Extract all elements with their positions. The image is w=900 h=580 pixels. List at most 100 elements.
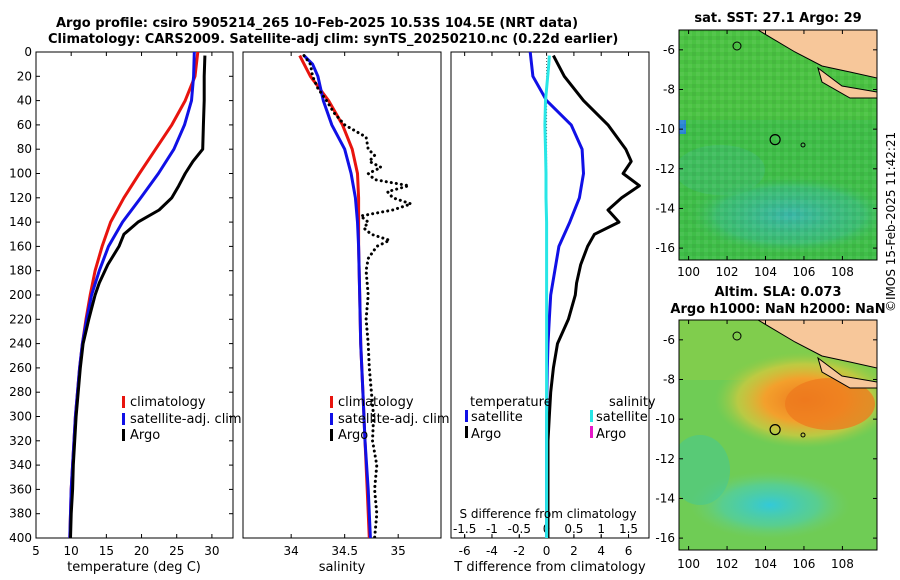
legend-swatch-climatology [122,396,125,408]
map-ytick-label: -12 [655,162,675,176]
sla-map-title: Altim. SLA: 0.073 [715,285,842,300]
legend-label-argo: Argo [130,428,160,443]
salinity-legend: climatology satellite-adj. clim Argo [330,395,450,443]
ytick-label: 300 [9,410,32,424]
top-tick-label: 1 [597,522,605,536]
figure-title-line2: Climatology: CARS2009. Satellite-adj cli… [48,32,619,47]
legend-label-s-argo: Argo [596,427,626,442]
legend-heading-salinity: salinity [609,395,656,410]
difference-xlabel: T difference from climatology [453,560,646,575]
figure-title-line1: Argo profile: csiro 5905214_265 10-Feb-2… [56,16,579,31]
land-java-2 [817,356,877,389]
map-xtick-label: 104 [754,557,777,571]
ytick-label: 380 [9,507,32,521]
ytick-label: 240 [9,337,32,351]
xtick-label: 5 [32,544,40,558]
map-xtick-label: 102 [716,557,739,571]
ytick-label: 340 [9,458,32,472]
ytick-label: 0 [24,45,32,59]
top-tick-label: 0.5 [564,522,583,536]
temperature-ticks: 0 20 40 60 80 100 120 140 160 180 200 220 240 260 280 3… [9,45,233,558]
legend-label-argo: Argo [338,428,368,443]
legend-swatch-satellite [122,413,125,425]
ytick-label: 180 [9,264,32,278]
legend-label-satellite: satellite-adj. clim [338,412,450,427]
ytick-label: 80 [17,142,32,156]
series-line-satellite-adj-clim [302,54,372,538]
map-xtick-label: 104 [754,265,777,279]
land-java [817,66,877,99]
map-xtick-label: 106 [792,265,815,279]
legend-label-t-satellite: satellite [471,410,523,425]
series-line-argo [69,55,207,538]
sst-map: 100 102 104 106 108 -6 -8 -10 -12 -14 -16 [655,29,878,279]
series-line-temperature-argo [546,54,641,538]
ytick-label: 260 [9,361,32,375]
sla-map-ticks: 100 102 104 106 108 -6 -8 -10 -12 -14 -16 [655,320,877,571]
legend-label-climatology: climatology [338,395,414,410]
legend-swatch-climatology [330,396,333,408]
xtick-label: -2 [513,544,525,558]
ytick-label: 280 [9,385,32,399]
map-xtick-label: 100 [677,265,700,279]
xtick-label: 35 [391,544,406,558]
sst-map-title: sat. SST: 27.1 Argo: 29 [694,11,861,26]
map-xtick-label: 108 [831,557,854,571]
legend-swatch-t-satellite [465,410,468,422]
difference-series [528,52,641,538]
legend-swatch-satellite [330,413,333,425]
ytick-label: 100 [9,167,32,181]
land-sumatra-java-2 [757,320,877,369]
top-tick-label: -1.5 [453,522,476,536]
ytick-label: 400 [9,531,32,545]
xtick-label: 0 [543,544,551,558]
top-tick-label: 1.5 [619,522,638,536]
temperature-legend: climatology satellite-adj. clim Argo [122,395,242,443]
map-xtick-label: 106 [792,557,815,571]
temperature-panel: 0 20 40 60 80 100 120 140 160 180 200 220 240 260 280 3… [9,45,234,558]
ytick-label: 160 [9,239,32,253]
sla-map-subtitle: Argo h1000: NaN h2000: NaN [670,302,885,317]
map-ytick-label: -10 [655,412,675,426]
legend-label-satellite: satellite-adj. clim [130,412,242,427]
ytick-label: 20 [17,69,32,83]
legend-label-climatology: climatology [130,395,206,410]
ytick-label: 320 [9,434,32,448]
imos-credit: ©IMOS 15-Feb-2025 11:42:21 [884,131,898,312]
legend-swatch-s-satellite [590,410,593,422]
temperature-xlabel: temperature (deg C) [67,560,201,575]
xtick-label: 25 [169,544,184,558]
xtick-label: 4 [597,544,605,558]
map-xtick-label: 108 [831,265,854,279]
sst-map-argo-marker [769,134,781,146]
xtick-label: -6 [459,544,471,558]
salinity-xlabel: salinity [319,560,366,575]
map-xtick-label: 100 [677,557,700,571]
series-line-salinity-satellite [543,55,551,538]
map-ytick-label: -8 [663,82,675,96]
map-ytick-label: -16 [655,531,675,545]
map-ytick-label: -8 [663,372,675,386]
xtick-label: 20 [134,544,149,558]
xtick-label: 34.5 [331,544,358,558]
salinity-panel: 34 34.5 35 [242,51,442,558]
difference-top-label: S difference from climatology [460,507,637,521]
map-ytick-label: -16 [655,241,675,255]
xtick-label: 15 [99,544,114,558]
ytick-label: 60 [17,118,32,132]
sla-map-argo-marker [769,424,781,436]
xtick-label: 6 [625,544,633,558]
xtick-label: 34 [284,544,299,558]
legend-swatch-t-argo [465,426,468,438]
legend-swatch-s-argo [590,426,593,438]
map-ytick-label: -14 [655,491,675,505]
xtick-label: 30 [204,544,219,558]
difference-legend: temperature satellite Argo salinity sate… [465,395,656,442]
sla-map: 100 102 104 106 108 -6 -8 -10 -12 -14 -16 [655,319,878,571]
ytick-label: 220 [9,312,32,326]
ytick-label: 40 [17,94,32,108]
ytick-label: 200 [9,288,32,302]
